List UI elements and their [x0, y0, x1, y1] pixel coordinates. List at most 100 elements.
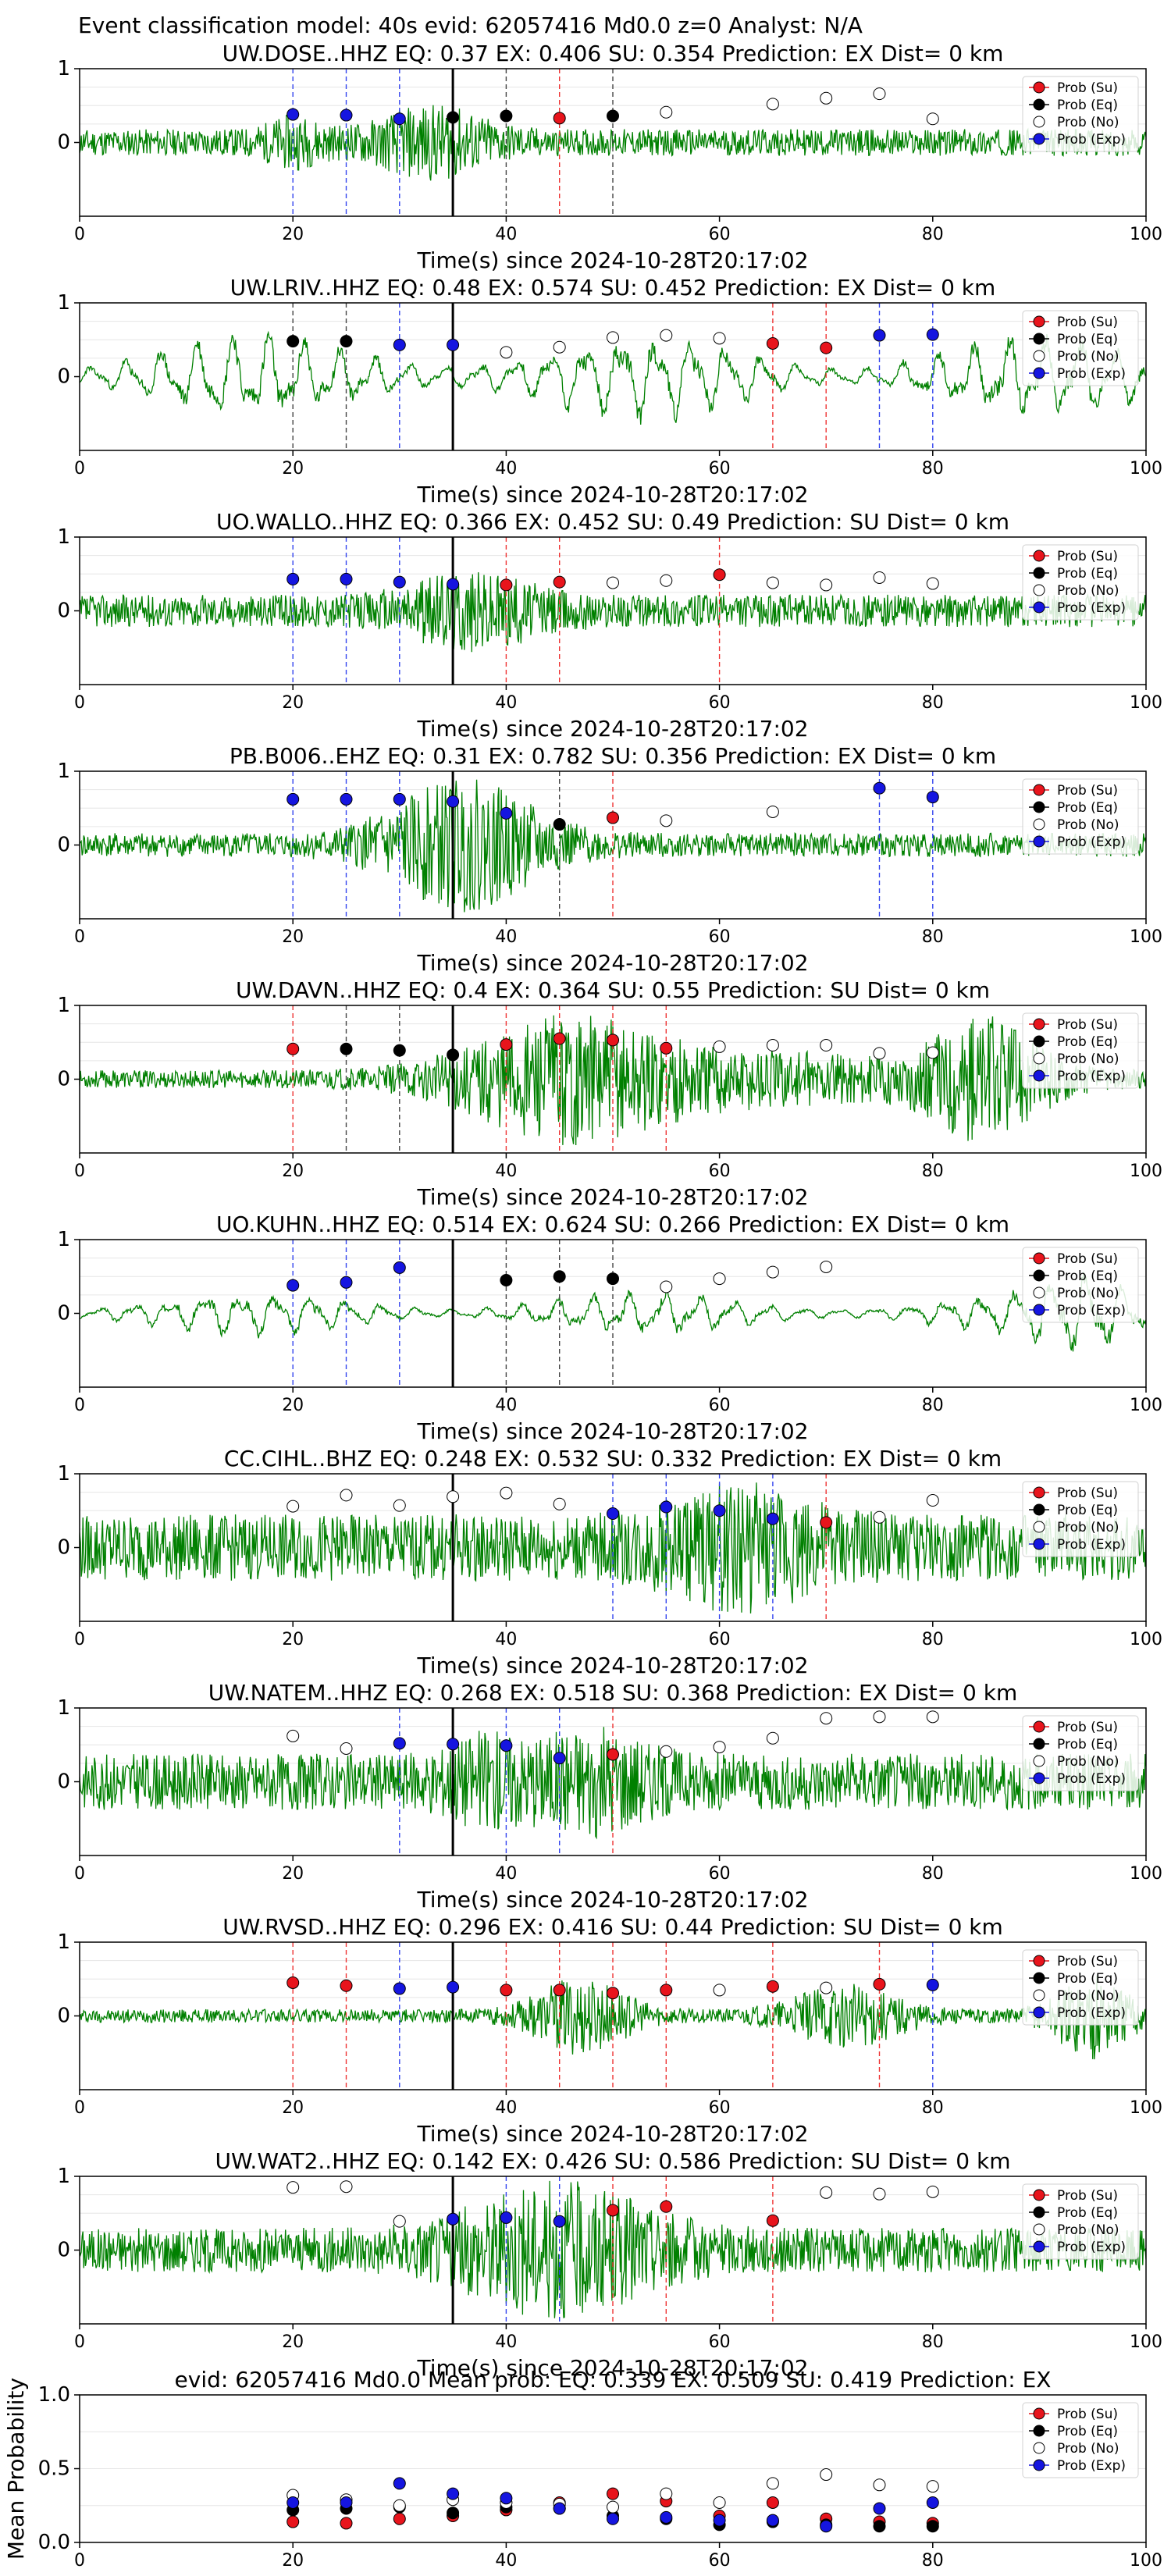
- prob-point-exp: [553, 1752, 566, 1765]
- legend-marker-no: [1033, 2442, 1045, 2454]
- x-tick-label: 0: [74, 927, 85, 947]
- prob-point-no: [820, 1712, 833, 1725]
- x-tick-label: 100: [1130, 1162, 1162, 1181]
- y-tick-label: 1: [57, 994, 70, 1017]
- plot-area: [80, 1240, 1146, 1387]
- station-panel-uw-davn--hhz: UW.DAVN..HHZ EQ: 0.4 EX: 0.364 SU: 0.55 …: [57, 977, 1162, 1210]
- x-axis-label: Time(s) since 2024-10-28T20:17:02: [416, 2121, 808, 2147]
- prob-point-exp: [447, 1738, 460, 1751]
- legend-marker-exp: [1033, 835, 1045, 848]
- y-tick-label: 0.0: [38, 2531, 70, 2554]
- legend-label: Prob (Exp): [1057, 2005, 1126, 2021]
- x-tick-label: 40: [495, 1396, 517, 1415]
- legend-marker-eq: [1033, 1503, 1045, 1516]
- x-tick-label: 20: [282, 1630, 304, 1649]
- prob-point-su: [820, 341, 833, 354]
- x-tick-label: 60: [709, 1162, 731, 1181]
- x-tick-label: 100: [1130, 927, 1162, 947]
- prob-point-no: [926, 2185, 939, 2198]
- x-tick-label: 60: [709, 693, 731, 713]
- legend-marker-su: [1033, 784, 1045, 796]
- prob-point-su: [607, 1987, 619, 2000]
- legend-label: Prob (Eq): [1057, 1737, 1118, 1752]
- x-tick-label: 60: [709, 225, 731, 244]
- station-panel-uw-dose--hhz: UW.DOSE..HHZ EQ: 0.37 EX: 0.406 SU: 0.35…: [57, 41, 1162, 273]
- plot-area: [80, 1474, 1146, 1621]
- prob-point-exp: [287, 572, 300, 585]
- x-tick-label: 60: [709, 2332, 731, 2352]
- legend-marker-exp: [1033, 367, 1045, 379]
- prob-point-eq: [340, 1042, 353, 1055]
- legend-marker-exp: [1033, 133, 1045, 145]
- legend-marker-no: [1033, 1286, 1045, 1299]
- legend-label: Prob (Eq): [1057, 332, 1118, 347]
- legend-marker-eq: [1033, 2206, 1045, 2218]
- prob-point-su: [607, 1034, 619, 1047]
- prob-point-su: [393, 2512, 406, 2525]
- x-tick-label: 60: [709, 2098, 731, 2118]
- legend-marker-no: [1033, 350, 1045, 362]
- prob-point-no: [393, 2499, 406, 2512]
- prob-point-exp: [926, 2496, 939, 2509]
- waveform-trace: [80, 330, 1146, 425]
- prob-point-su: [766, 2214, 779, 2227]
- x-tick-label: 60: [709, 1630, 731, 1649]
- y-tick-label: 0: [57, 1536, 70, 1560]
- legend: Prob (Su)Prob (Eq) Prob (No) Prob (Exp): [1022, 1247, 1139, 1323]
- y-tick-label: 1: [57, 2165, 70, 2188]
- prob-point-no: [926, 112, 939, 126]
- waveform-trace: [80, 1727, 1146, 1840]
- waveform-trace: [80, 572, 1146, 653]
- prob-point-no: [340, 2180, 353, 2194]
- legend-marker-no: [1033, 584, 1045, 596]
- legend-label: Prob (Exp): [1057, 2458, 1126, 2474]
- legend-marker-no: [1033, 818, 1045, 831]
- legend-marker-no: [1033, 116, 1045, 128]
- prob-point-su: [287, 1976, 300, 1989]
- prob-point-eq: [553, 818, 566, 831]
- prob-point-exp: [393, 575, 406, 589]
- prob-point-no: [820, 2186, 833, 2199]
- legend-marker-eq: [1033, 1269, 1045, 1282]
- legend-label: Prob (Su): [1057, 80, 1118, 96]
- axes-frame: [79, 302, 1147, 451]
- legend-marker-no: [1033, 2223, 1045, 2236]
- legend-box: [1022, 76, 1139, 152]
- prob-point-no: [766, 2477, 779, 2490]
- y-tick-label: 1: [57, 525, 70, 549]
- prob-point-no: [340, 1742, 353, 1755]
- x-tick-label: 40: [495, 1162, 517, 1181]
- prob-point-exp: [873, 2502, 886, 2515]
- x-tick-label: 80: [922, 2098, 944, 2118]
- y-tick-label: 1: [57, 1696, 70, 1720]
- prob-point-no: [607, 2500, 619, 2514]
- x-axis-label: Time(s) since 2024-10-28T20:17:02: [416, 247, 808, 273]
- prob-point-no: [660, 2487, 673, 2500]
- legend-label: Prob (No): [1057, 817, 1119, 833]
- legend-box: [1022, 2402, 1139, 2478]
- prob-point-eq: [873, 2520, 886, 2533]
- prob-point-exp: [287, 2496, 300, 2509]
- prob-point-su: [820, 1516, 833, 1529]
- station-panel-uo-wallo--hhz: UO.WALLO..HHZ EQ: 0.366 EX: 0.452 SU: 0.…: [57, 509, 1162, 742]
- legend-label: Prob (Exp): [1057, 1537, 1126, 1553]
- legend-box: [1022, 1247, 1139, 1323]
- x-axis-label: Time(s) since 2024-10-28T20:17:02: [416, 950, 808, 976]
- y-tick-label: 1: [57, 760, 70, 783]
- x-tick-label: 60: [709, 1396, 731, 1415]
- legend-box: [1022, 1715, 1139, 1791]
- prob-point-exp: [447, 578, 460, 591]
- prob-point-su: [713, 568, 726, 582]
- y-tick-label: 1: [57, 1462, 70, 1485]
- prob-point-eq: [607, 1272, 619, 1286]
- x-tick-label: 20: [282, 2332, 304, 2352]
- legend-marker-exp: [1033, 601, 1045, 614]
- x-tick-label: 80: [922, 2551, 944, 2571]
- prob-point-su: [607, 2487, 619, 2500]
- legend-label: Prob (No): [1057, 583, 1119, 599]
- x-axis-label: Time(s) since 2024-10-28T20:17:02: [416, 2355, 808, 2381]
- legend-label: Prob (Su): [1057, 2188, 1118, 2204]
- legend-label: Prob (Exp): [1057, 366, 1126, 382]
- prob-point-no: [926, 2480, 939, 2493]
- legend-label: Prob (Exp): [1057, 600, 1126, 616]
